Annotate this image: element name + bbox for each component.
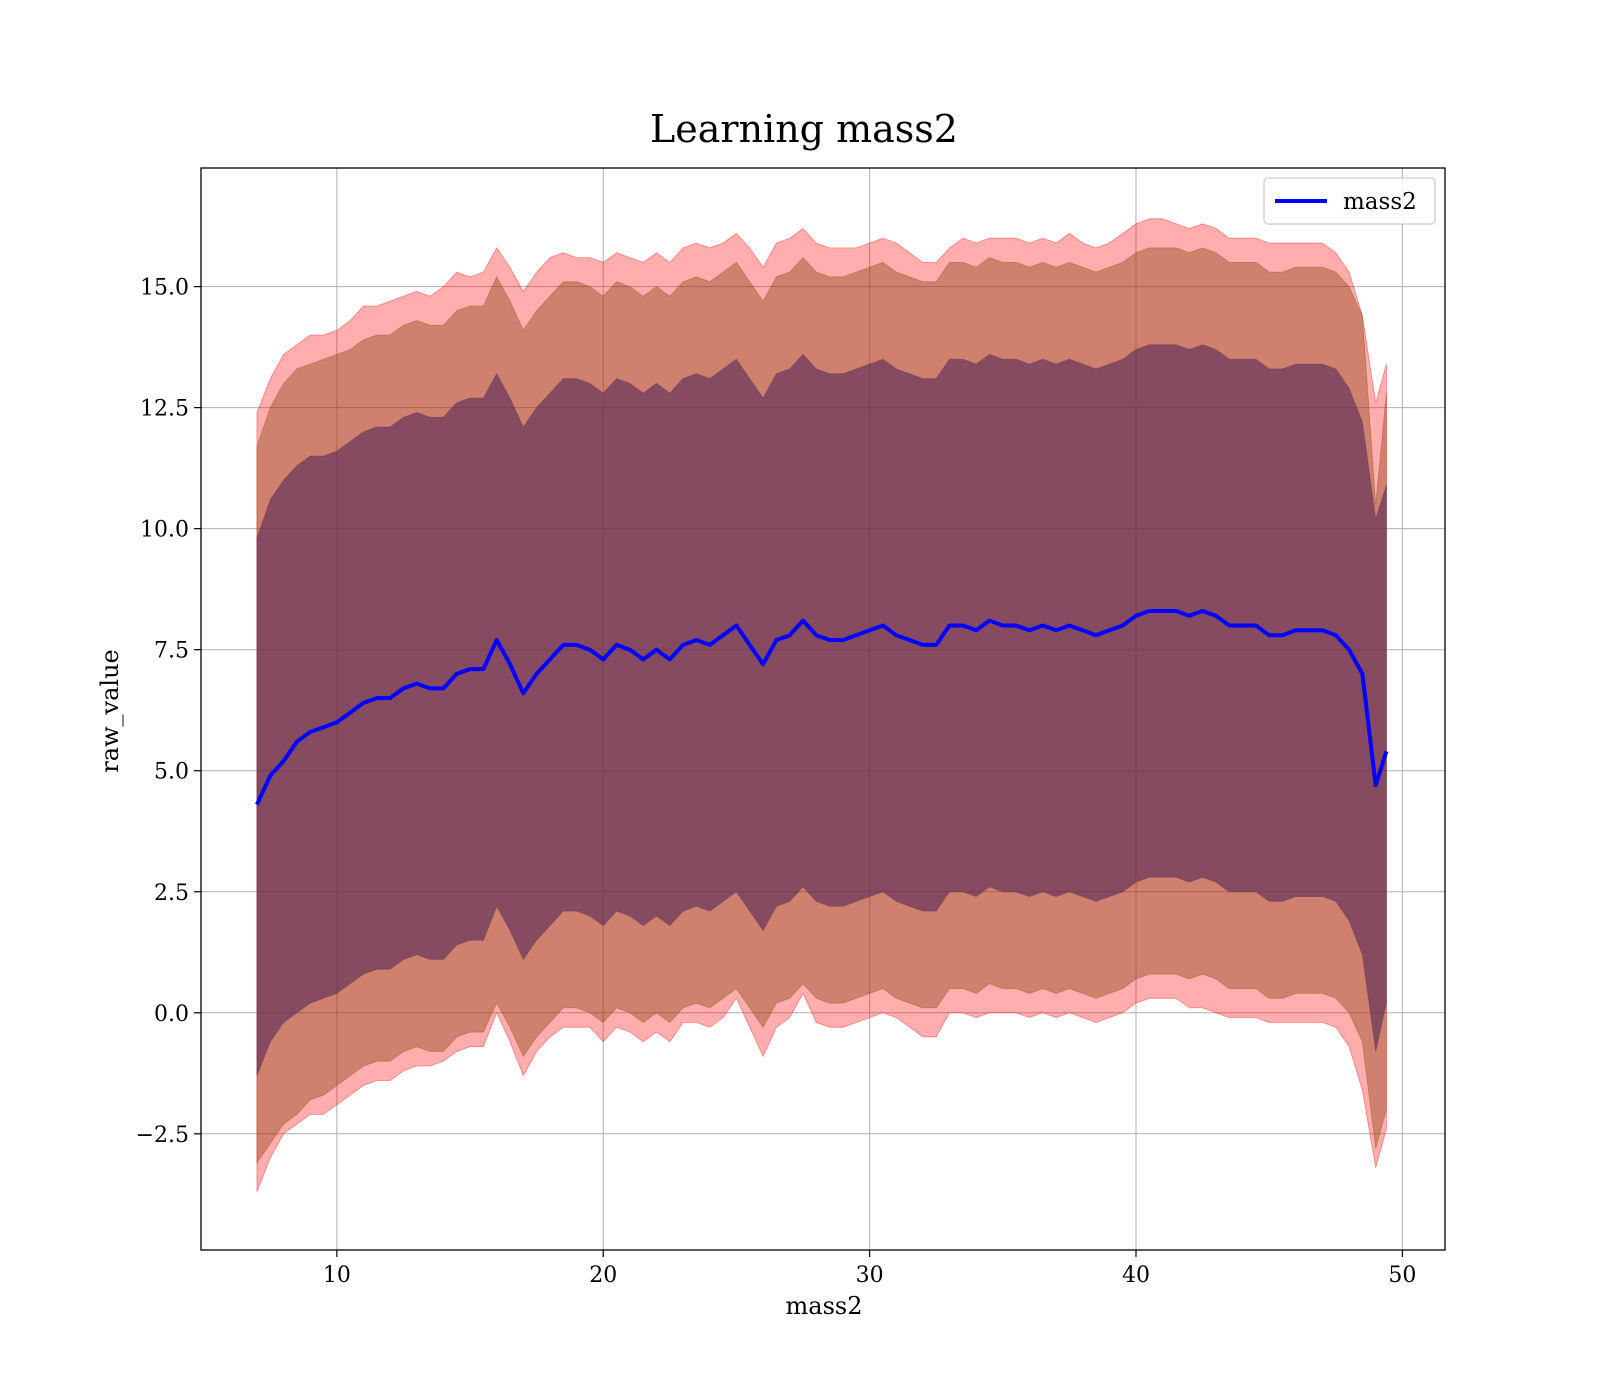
y-tick-label: −2.5 [136, 1123, 189, 1148]
y-tick-label: 0.0 [154, 1002, 189, 1027]
series-line-mass2 [255, 609, 1389, 806]
y-tick-label: 5.0 [154, 760, 189, 785]
x-axis-ticks: 10 20 30 40 50 [323, 1250, 1416, 1288]
plot-frame [200, 167, 1446, 1251]
x-tick-label: 30 [856, 1263, 884, 1288]
y-tick-label: 7.5 [154, 639, 189, 664]
x-tick-label: 50 [1388, 1263, 1416, 1288]
x-axis-label: mass2 [786, 1292, 863, 1320]
legend: mass2 [1263, 177, 1436, 225]
legend-label-mass2: mass2 [1343, 189, 1417, 215]
chart-title: Learning mass2 [650, 107, 958, 151]
band-inner [256, 344, 1387, 1076]
bands [256, 218, 1387, 1193]
x-tick-label: 10 [323, 1263, 351, 1288]
y-tick-label: 2.5 [154, 881, 189, 906]
y-tick-label: 10.0 [140, 518, 189, 543]
y-tick-label: 12.5 [140, 397, 189, 422]
x-tick-label: 40 [1122, 1263, 1150, 1288]
y-tick-label: 15.0 [140, 276, 189, 301]
x-tick-label: 20 [589, 1263, 617, 1288]
legend-box [1263, 177, 1436, 225]
y-axis-label: raw_value [96, 649, 124, 773]
plot-area [200, 167, 1446, 1251]
y-axis-ticks: −2.5 0.0 2.5 5.0 7.5 10.0 12.5 15.0 [136, 276, 201, 1148]
